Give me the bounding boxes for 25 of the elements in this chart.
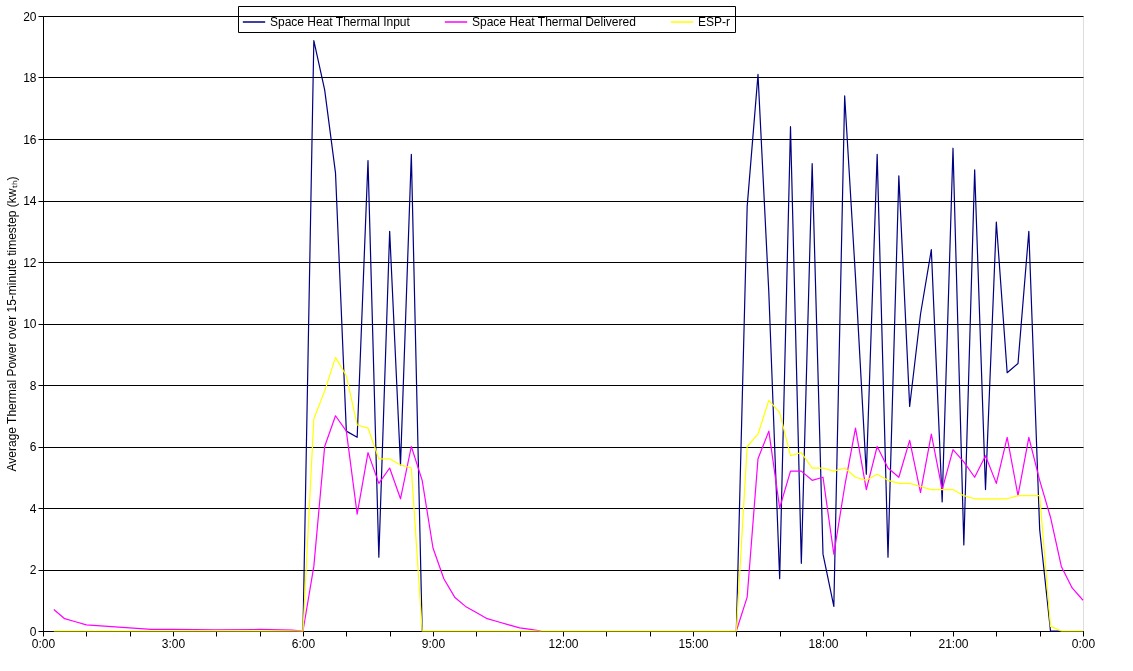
y-tick-label: 4 xyxy=(29,501,37,516)
x-tick-label: 18:00 xyxy=(808,636,839,651)
y-tick-label: 20 xyxy=(23,9,37,24)
legend-label: Space Heat Thermal Delivered xyxy=(472,15,636,29)
y-tick-label: 16 xyxy=(23,132,37,147)
y-tick-label: 14 xyxy=(23,194,37,208)
x-tick-label: 9:00 xyxy=(421,636,446,651)
y-tick-label: 10 xyxy=(23,317,37,331)
x-tick-label: 6:00 xyxy=(291,636,316,651)
x-tick-label: 15:00 xyxy=(678,636,709,651)
x-tick-label: 3:00 xyxy=(161,636,186,651)
y-tick-label: 2 xyxy=(29,563,37,577)
x-tick-label: 0:00 xyxy=(31,636,56,651)
y-tick-label: 6 xyxy=(29,440,37,454)
y-tick-label: 18 xyxy=(23,71,37,85)
x-tick-label: 12:00 xyxy=(548,636,579,651)
y-tick-label: 0 xyxy=(29,624,37,639)
legend-label: Space Heat Thermal Input xyxy=(270,15,411,29)
x-tick-label: 21:00 xyxy=(938,636,969,651)
line-series xyxy=(53,356,1084,632)
legend-label: ESP-r xyxy=(698,15,731,29)
y-tick-label: 12 xyxy=(23,255,37,270)
x-tick-label: 0:00 xyxy=(1071,636,1096,651)
y-tick-label: 8 xyxy=(29,378,37,393)
y-axis-title: Average Thermal Power over 15-minute timestep (kwₜₕ) xyxy=(5,176,20,472)
